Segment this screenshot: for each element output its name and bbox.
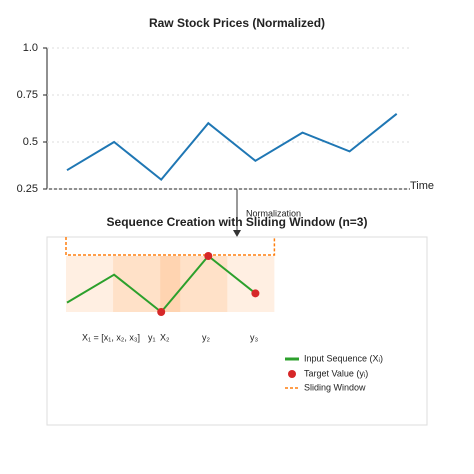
panel-frame <box>46 236 428 426</box>
legend-label: Input Sequence (Xᵢ) <box>304 353 383 363</box>
data-line <box>66 113 398 181</box>
x-axis-label: Time <box>410 180 434 192</box>
sliding-window <box>65 237 276 256</box>
annotation: Normalization <box>246 208 301 218</box>
legend-label: Sliding Window <box>304 382 366 392</box>
chart-title: Raw Stock Prices (Normalized) <box>149 16 325 30</box>
y-tick-label: 0.5 <box>23 136 38 148</box>
sequence-label: X₂ <box>160 332 170 342</box>
target-point <box>157 308 166 316</box>
chart-title: Sequence Creation with Sliding Window (n… <box>107 215 368 229</box>
target-point <box>204 252 213 260</box>
sequence-label: X₁ = [x₁, x₂, x₃] <box>82 332 140 342</box>
sequence-label: y₂ <box>202 332 211 342</box>
legend-swatch <box>288 370 296 378</box>
y-tick-label: 0.75 <box>17 89 38 101</box>
y-tick-label: 0.25 <box>17 183 38 195</box>
sequence-label: y₁ <box>148 332 156 342</box>
legend-label: Target Value (yᵢ) <box>304 368 368 378</box>
window-shade <box>160 256 275 312</box>
sequence-label: y₃ <box>250 332 259 342</box>
window-shade <box>66 256 181 312</box>
target-point <box>251 289 260 298</box>
y-tick-label: 1.0 <box>23 42 38 54</box>
